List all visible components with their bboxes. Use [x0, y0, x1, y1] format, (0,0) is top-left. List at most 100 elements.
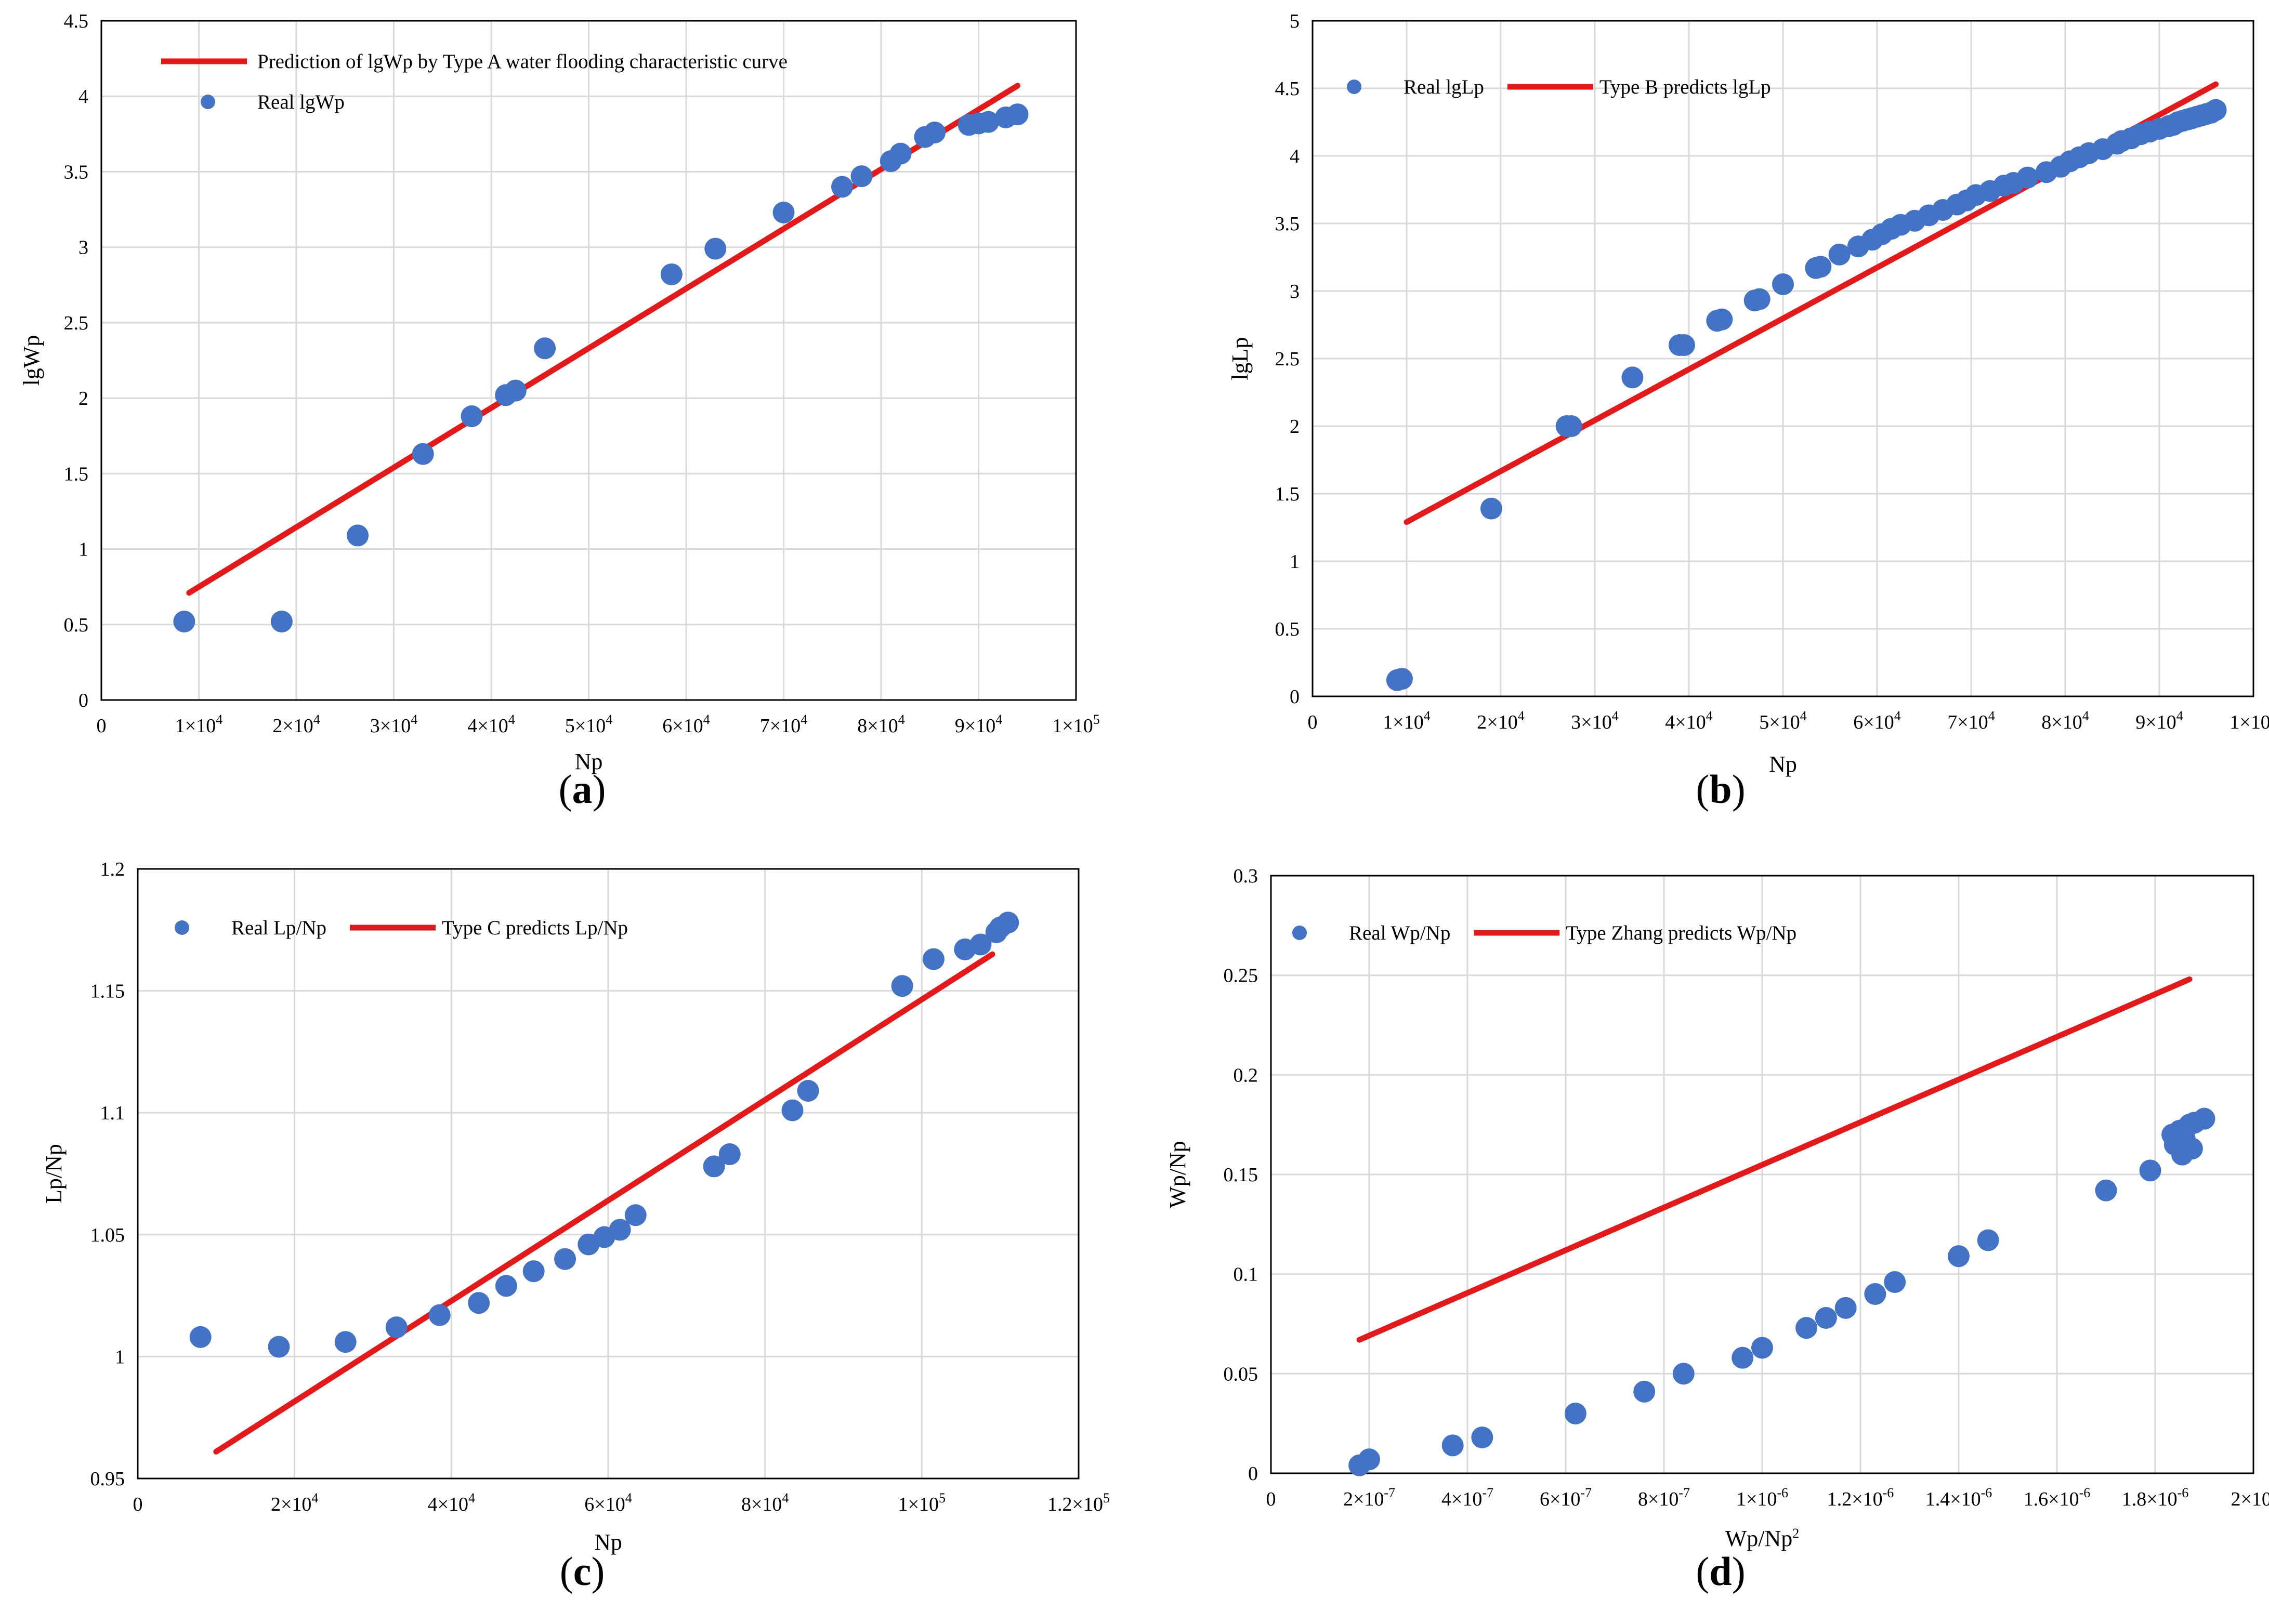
chart-d: 0 0.05 0.1 0.15 0.2 0.25 0.3 0 2×10-7 4×10-7 6×10-…: [1165, 865, 2269, 1594]
legend-label-real: Real Wp/Np: [1349, 922, 1450, 944]
data-point-real: [704, 237, 727, 260]
x-axis-title: Np: [575, 749, 603, 774]
y-tick-label: 0: [1248, 1463, 1258, 1485]
data-point-real: [977, 111, 1000, 133]
data-point-real: [1834, 1297, 1857, 1319]
data-point-real: [1977, 1229, 1999, 1251]
data-point-real: [924, 121, 946, 143]
y-tick-label: 0.5: [1275, 618, 1300, 640]
x-tick-label: 1×104: [175, 712, 222, 737]
data-point-real: [2193, 1107, 2215, 1130]
x-axis-title: Np: [594, 1529, 622, 1555]
legend-swatch-dot: [1292, 926, 1307, 940]
x-tick-label: 6×10-7: [1540, 1485, 1592, 1510]
data-point-real: [624, 1204, 647, 1226]
data-point-real: [412, 443, 434, 465]
legend: Real lgLp Type B predicts lgLp: [1347, 76, 1771, 98]
data-point-real: [1471, 1427, 1493, 1448]
data-point-real: [797, 1079, 819, 1102]
legend-label-predicted: Prediction of lgWp by Type A water flood…: [257, 50, 788, 73]
data-point-real: [1809, 256, 1832, 278]
data-point-real: [1621, 366, 1644, 389]
data-point-real: [1751, 1337, 1773, 1359]
data-point-real: [2176, 1136, 2198, 1158]
plot-frame: [137, 868, 1080, 1480]
data-point-real: [2205, 99, 2227, 121]
data-point-real: [772, 201, 795, 223]
y-tick-label: 0.2: [1234, 1064, 1258, 1086]
data-point-real: [1711, 308, 1733, 331]
data-point-real: [495, 1275, 517, 1297]
data-point-real: [1441, 1434, 1464, 1457]
x-tick-label: 8×104: [741, 1490, 789, 1515]
y-tick-label: 0.1: [1234, 1264, 1258, 1286]
chart-a: 0 0.5 1 1.5 2 2.5 3 3.5 4 4.5 0 1×104 2×104 3×104 4×10…: [19, 10, 1100, 812]
x-tick-label: 9×104: [2135, 708, 2183, 733]
plot-frame: [1270, 875, 2254, 1474]
data-point-real: [554, 1248, 576, 1270]
series-line-predicted: [1356, 976, 2193, 1343]
data-point-real: [1358, 1448, 1380, 1471]
x-tick-label: 0: [1266, 1488, 1276, 1510]
x-tick-label: 1×105: [898, 1490, 946, 1515]
y-tick-label: 1.5: [64, 463, 89, 485]
x-tick-label: 1.6×10-6: [2024, 1485, 2091, 1510]
y-tick-label: 0.3: [1234, 865, 1258, 887]
data-point-real: [428, 1304, 451, 1326]
data-point-real: [1948, 1245, 1970, 1267]
x-tick-label: 1×105: [1052, 712, 1099, 737]
x-tick-label: 2×10-6: [2231, 1485, 2269, 1530]
x-tick-label: 6×104: [584, 1490, 632, 1515]
legend-label-predicted: Type B predicts lgLp: [1599, 76, 1771, 98]
x-tick-label: 1.2×10-6: [1827, 1485, 1894, 1510]
data-point-real: [997, 912, 1019, 934]
x-tick-label: 0: [1308, 711, 1318, 733]
y-tick-label: 2.5: [1275, 348, 1300, 370]
data-point-real: [1884, 1271, 1906, 1293]
data-point-real: [173, 610, 195, 632]
data-point-real: [1564, 1403, 1586, 1424]
plot-frame: [1311, 20, 2254, 697]
data-point-real: [522, 1260, 545, 1283]
data-point-real: [1732, 1346, 1754, 1369]
x-tick-label: 1.4×10-6: [1925, 1485, 1992, 1510]
y-tick-label: 1.15: [90, 981, 125, 1002]
data-point-real: [969, 933, 992, 956]
data-point-real: [718, 1143, 741, 1165]
data-point-real: [831, 176, 853, 198]
y-tick-label: 0.95: [90, 1468, 125, 1490]
x-tick-label: 2×10-7: [1343, 1485, 1395, 1510]
x-tick-label: 1.2×105: [1047, 1490, 1110, 1515]
data-point-real: [347, 524, 369, 547]
y-tick-label: 0.05: [1224, 1363, 1258, 1385]
x-tick-label: 2×104: [272, 712, 320, 737]
data-point-real: [1480, 497, 1502, 520]
data-point-real: [334, 1331, 357, 1353]
y-tick-label: 1: [1290, 551, 1300, 573]
y-tick-label: 1.2: [100, 859, 125, 880]
data-point-real: [1815, 1307, 1837, 1329]
x-tick-label: 1.8×10-6: [2122, 1485, 2189, 1510]
data-point-real: [891, 975, 913, 997]
data-point-real: [1560, 415, 1582, 437]
y-tick-label: 4.5: [1275, 78, 1300, 100]
y-tick-label: 0: [78, 690, 88, 711]
x-tick-label: 1×104: [1383, 708, 1430, 733]
x-tick-label: 7×104: [1947, 708, 1995, 733]
data-point-real: [468, 1292, 490, 1314]
data-point-real: [1828, 243, 1851, 266]
x-tick-label: 6×104: [1853, 708, 1900, 733]
y-tick-label: 1.5: [1275, 483, 1300, 505]
panel-label: (d): [1696, 1549, 1745, 1594]
x-tick-label: 4×104: [467, 712, 515, 737]
legend-label-predicted: Type Zhang predicts Wp/Np: [1566, 922, 1796, 944]
plot-frame: [100, 20, 1077, 701]
x-tick-label: 9×104: [955, 712, 1002, 737]
data-point-real: [660, 263, 683, 285]
x-axis-title: Wp/Np2: [1725, 1526, 1800, 1551]
legend: Real Lp/Np Type C predicts Lp/Np: [175, 917, 628, 939]
x-tick-label: 0: [97, 715, 107, 737]
x-tick-label: 3×104: [1571, 708, 1618, 733]
y-tick-label: 2.5: [64, 312, 89, 334]
legend-label-real: Real Lp/Np: [231, 917, 326, 939]
